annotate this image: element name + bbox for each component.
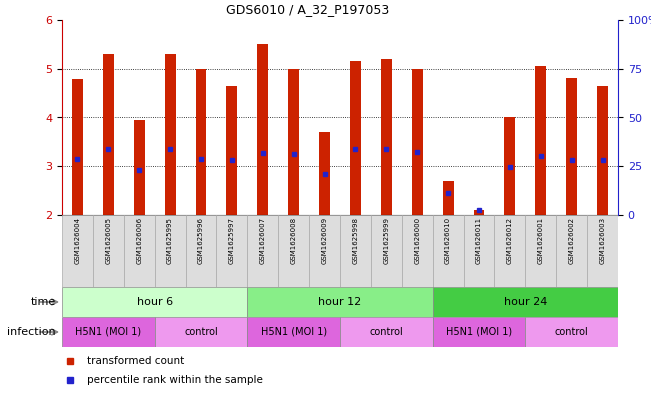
Text: hour 24: hour 24 (504, 297, 547, 307)
Text: GSM1626011: GSM1626011 (476, 217, 482, 264)
Text: GSM1625996: GSM1625996 (198, 217, 204, 264)
Text: GDS6010 / A_32_P197053: GDS6010 / A_32_P197053 (226, 3, 389, 16)
FancyBboxPatch shape (124, 215, 155, 287)
FancyBboxPatch shape (186, 215, 216, 287)
Bar (381, 59, 392, 215)
Text: hour 6: hour 6 (137, 297, 173, 307)
FancyBboxPatch shape (402, 215, 433, 287)
FancyBboxPatch shape (155, 317, 247, 347)
Text: control: control (555, 327, 589, 337)
FancyBboxPatch shape (340, 215, 371, 287)
Text: GSM1626006: GSM1626006 (136, 217, 142, 264)
Bar (597, 86, 608, 215)
FancyBboxPatch shape (62, 215, 93, 287)
Bar (535, 66, 546, 215)
Text: control: control (184, 327, 218, 337)
FancyBboxPatch shape (525, 317, 618, 347)
Text: H5N1 (MOI 1): H5N1 (MOI 1) (446, 327, 512, 337)
Text: GSM1626002: GSM1626002 (569, 217, 575, 264)
Bar (319, 132, 330, 215)
FancyBboxPatch shape (62, 317, 155, 347)
Bar (412, 69, 422, 215)
FancyBboxPatch shape (247, 287, 433, 317)
FancyBboxPatch shape (433, 215, 464, 287)
Text: time: time (30, 297, 55, 307)
Text: GSM1625997: GSM1625997 (229, 217, 235, 264)
FancyBboxPatch shape (155, 215, 186, 287)
Text: infection: infection (7, 327, 55, 337)
Bar (227, 86, 238, 215)
Text: GSM1626004: GSM1626004 (74, 217, 81, 264)
Text: GSM1626000: GSM1626000 (414, 217, 421, 264)
Text: GSM1625999: GSM1625999 (383, 217, 389, 264)
Text: H5N1 (MOI 1): H5N1 (MOI 1) (76, 327, 141, 337)
Bar (473, 210, 484, 215)
Text: GSM1626001: GSM1626001 (538, 217, 544, 264)
Text: percentile rank within the sample: percentile rank within the sample (87, 375, 263, 385)
Text: GSM1626010: GSM1626010 (445, 217, 451, 264)
FancyBboxPatch shape (278, 215, 309, 287)
Text: control: control (370, 327, 403, 337)
FancyBboxPatch shape (93, 215, 124, 287)
Text: GSM1626008: GSM1626008 (290, 217, 297, 264)
Bar (505, 118, 516, 215)
FancyBboxPatch shape (433, 287, 618, 317)
Text: GSM1626005: GSM1626005 (105, 217, 111, 264)
FancyBboxPatch shape (340, 317, 433, 347)
Bar (443, 181, 454, 215)
Text: H5N1 (MOI 1): H5N1 (MOI 1) (260, 327, 327, 337)
Text: GSM1626012: GSM1626012 (507, 217, 513, 264)
Text: GSM1626007: GSM1626007 (260, 217, 266, 264)
Text: GSM1625998: GSM1625998 (352, 217, 359, 264)
Bar (72, 79, 83, 215)
Text: GSM1626003: GSM1626003 (600, 217, 605, 264)
FancyBboxPatch shape (587, 215, 618, 287)
FancyBboxPatch shape (371, 215, 402, 287)
Bar (195, 69, 206, 215)
FancyBboxPatch shape (525, 215, 556, 287)
FancyBboxPatch shape (247, 215, 278, 287)
Bar (257, 44, 268, 215)
Text: GSM1625995: GSM1625995 (167, 217, 173, 264)
FancyBboxPatch shape (247, 317, 340, 347)
FancyBboxPatch shape (464, 215, 495, 287)
FancyBboxPatch shape (216, 215, 247, 287)
Bar (350, 61, 361, 215)
Text: transformed count: transformed count (87, 356, 184, 367)
FancyBboxPatch shape (62, 287, 247, 317)
Bar (134, 120, 145, 215)
Text: hour 12: hour 12 (318, 297, 361, 307)
Bar (103, 54, 114, 215)
Bar (165, 54, 176, 215)
Bar (566, 77, 577, 215)
FancyBboxPatch shape (433, 317, 525, 347)
FancyBboxPatch shape (556, 215, 587, 287)
FancyBboxPatch shape (309, 215, 340, 287)
FancyBboxPatch shape (495, 215, 525, 287)
Bar (288, 69, 299, 215)
Text: GSM1626009: GSM1626009 (322, 217, 327, 264)
